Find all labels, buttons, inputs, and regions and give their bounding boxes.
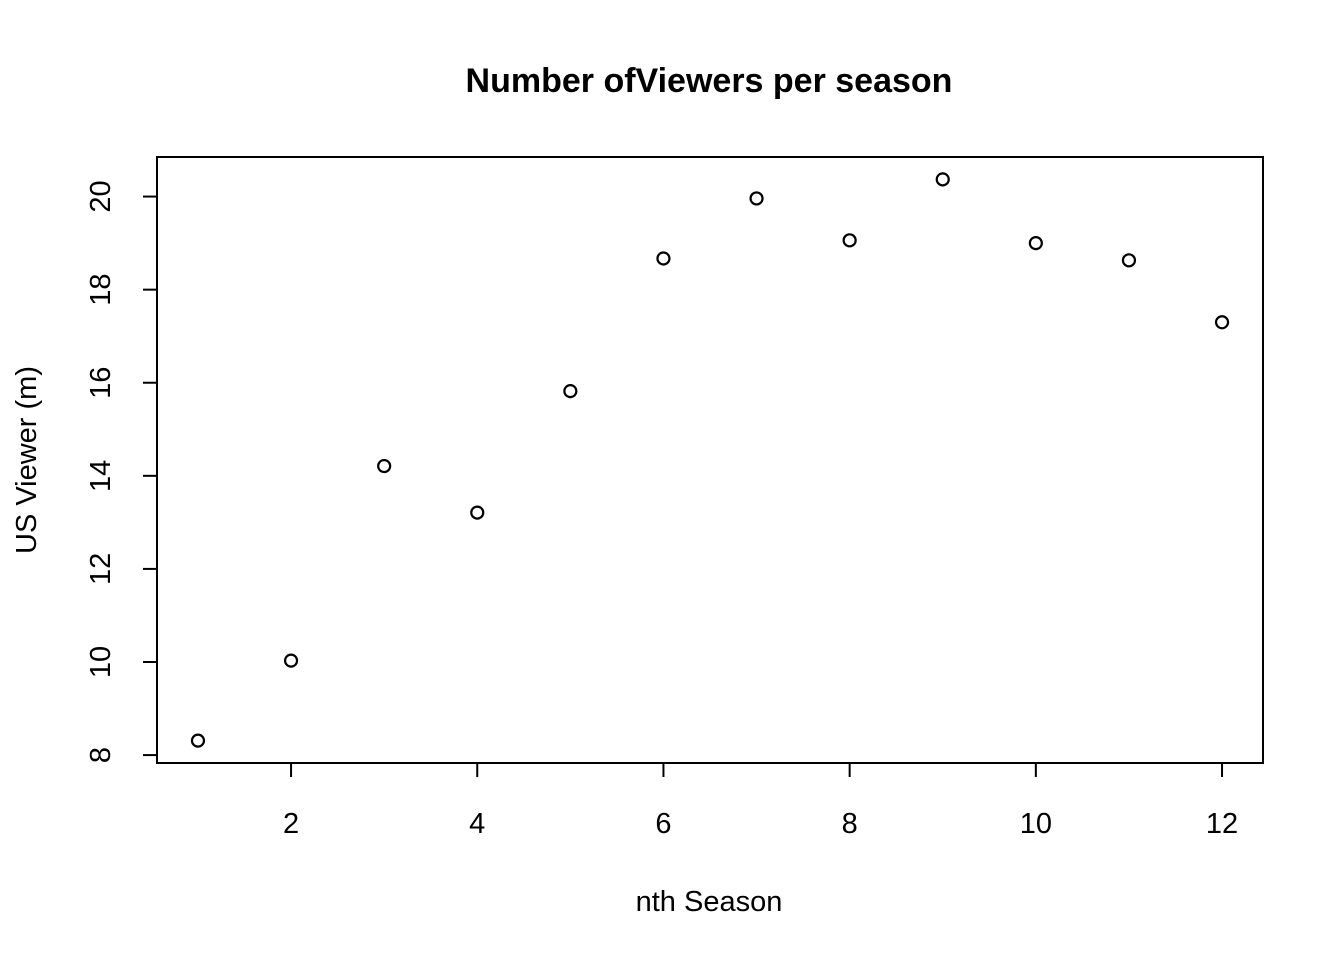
data-point — [1121, 253, 1137, 268]
y-axis-label: US Viewer (m) — [11, 366, 43, 554]
x-tick-label: 8 — [842, 808, 858, 840]
y-tick-label: 16 — [85, 367, 117, 399]
data-point — [935, 172, 950, 187]
y-tick-label: 10 — [85, 646, 117, 678]
data-point — [470, 505, 485, 520]
y-tick-label: 12 — [85, 553, 117, 585]
x-axis: 2 4 6 8 10 12 — [283, 762, 1238, 840]
y-tick-label: 20 — [85, 180, 117, 212]
data-point — [190, 733, 206, 748]
data-points — [190, 172, 1230, 748]
data-point — [283, 653, 299, 668]
x-tick-label: 2 — [283, 808, 299, 840]
x-tick-label: 4 — [469, 808, 485, 840]
chart-title: Number ofViewers per season — [466, 62, 953, 100]
x-tick-label: 12 — [1206, 808, 1238, 840]
data-point — [563, 384, 578, 399]
x-tick-label: 10 — [1020, 808, 1052, 840]
data-point — [377, 458, 392, 474]
y-tick-label: 18 — [85, 274, 117, 306]
y-tick-label: 14 — [85, 460, 117, 492]
x-axis-label: nth Season — [636, 886, 783, 918]
data-point — [1028, 236, 1043, 251]
y-tick-label: 8 — [85, 747, 117, 763]
x-tick-label: 6 — [655, 808, 671, 840]
data-point — [749, 191, 764, 206]
data-point — [842, 233, 857, 248]
data-point — [656, 251, 671, 266]
data-point — [1214, 315, 1230, 330]
y-axis: 8 10 12 14 16 18 20 — [85, 180, 158, 763]
